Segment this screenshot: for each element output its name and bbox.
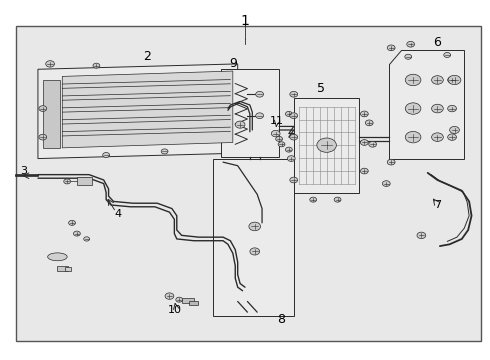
Circle shape bbox=[103, 153, 110, 157]
Text: 1: 1 bbox=[241, 14, 249, 28]
Bar bbox=[65, 267, 71, 271]
Circle shape bbox=[405, 103, 421, 114]
Circle shape bbox=[290, 134, 297, 140]
Bar bbox=[57, 266, 68, 271]
Polygon shape bbox=[62, 71, 233, 148]
Bar bbox=[16, 26, 481, 341]
Circle shape bbox=[288, 156, 295, 161]
Text: 3: 3 bbox=[20, 166, 27, 176]
Circle shape bbox=[39, 106, 47, 111]
Circle shape bbox=[361, 168, 368, 174]
Polygon shape bbox=[38, 64, 238, 158]
Text: 4: 4 bbox=[115, 209, 122, 219]
Circle shape bbox=[317, 138, 336, 152]
Bar bbox=[43, 80, 60, 148]
Circle shape bbox=[369, 141, 376, 147]
Circle shape bbox=[448, 75, 461, 85]
Circle shape bbox=[310, 197, 317, 202]
Bar bbox=[213, 158, 294, 316]
Circle shape bbox=[407, 41, 415, 47]
Bar bbox=[189, 301, 198, 305]
Circle shape bbox=[366, 120, 373, 126]
Bar bbox=[220, 69, 279, 157]
Text: 6: 6 bbox=[434, 36, 441, 49]
Text: 7: 7 bbox=[434, 200, 441, 210]
Ellipse shape bbox=[48, 253, 67, 261]
Circle shape bbox=[382, 181, 390, 186]
Circle shape bbox=[448, 77, 457, 83]
Circle shape bbox=[361, 140, 368, 145]
Circle shape bbox=[334, 197, 341, 202]
Text: 5: 5 bbox=[317, 82, 324, 95]
Circle shape bbox=[176, 297, 183, 302]
Circle shape bbox=[417, 232, 426, 239]
Circle shape bbox=[290, 113, 297, 118]
Circle shape bbox=[161, 149, 168, 154]
Circle shape bbox=[74, 231, 80, 236]
Circle shape bbox=[69, 220, 75, 225]
Circle shape bbox=[405, 131, 421, 143]
Circle shape bbox=[278, 142, 285, 147]
Circle shape bbox=[286, 147, 292, 152]
Circle shape bbox=[93, 63, 100, 68]
Circle shape bbox=[165, 293, 174, 299]
Polygon shape bbox=[389, 50, 464, 158]
Circle shape bbox=[450, 126, 460, 134]
Circle shape bbox=[286, 111, 292, 116]
Circle shape bbox=[444, 53, 451, 58]
Circle shape bbox=[405, 74, 421, 86]
Circle shape bbox=[249, 222, 261, 231]
Circle shape bbox=[432, 104, 443, 113]
Text: 2: 2 bbox=[144, 50, 151, 63]
Circle shape bbox=[46, 61, 54, 67]
Text: 9: 9 bbox=[229, 57, 237, 71]
Circle shape bbox=[432, 76, 443, 84]
Circle shape bbox=[39, 134, 47, 140]
Text: 10: 10 bbox=[168, 305, 181, 315]
Circle shape bbox=[271, 130, 280, 137]
Circle shape bbox=[290, 177, 297, 183]
Text: 11: 11 bbox=[270, 116, 284, 126]
Circle shape bbox=[290, 91, 297, 97]
Bar bbox=[77, 177, 92, 185]
Text: 8: 8 bbox=[277, 313, 286, 326]
Circle shape bbox=[448, 134, 457, 140]
Bar bbox=[182, 298, 194, 303]
Circle shape bbox=[235, 121, 245, 128]
Circle shape bbox=[387, 45, 395, 51]
Circle shape bbox=[84, 237, 90, 241]
Circle shape bbox=[361, 111, 368, 117]
Circle shape bbox=[448, 105, 457, 112]
Circle shape bbox=[276, 136, 283, 141]
Circle shape bbox=[256, 113, 264, 118]
Circle shape bbox=[405, 54, 412, 59]
Circle shape bbox=[256, 91, 264, 97]
Circle shape bbox=[432, 133, 443, 141]
Circle shape bbox=[250, 248, 260, 255]
Circle shape bbox=[387, 159, 395, 165]
Circle shape bbox=[64, 179, 71, 184]
Bar bbox=[294, 98, 360, 193]
